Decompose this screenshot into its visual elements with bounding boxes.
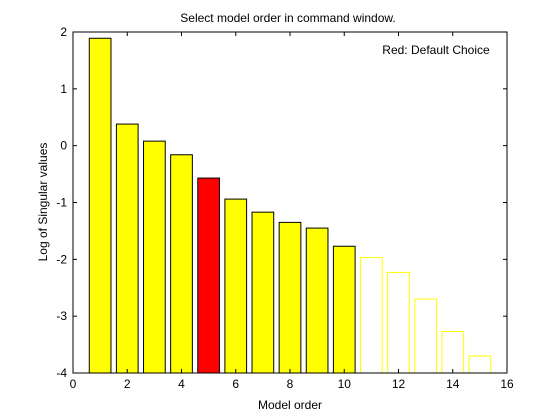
- x-tick-label: 4: [178, 377, 185, 391]
- bar-order-6: [224, 198, 248, 374]
- chart-title: Select model order in command window.: [180, 11, 395, 25]
- default-choice-annotation: Red: Default Choice: [382, 43, 490, 57]
- x-tick-label: 8: [287, 377, 294, 391]
- x-tick-label: 2: [124, 377, 131, 391]
- y-axis-label: Log of Singular values: [36, 143, 50, 262]
- x-tick-label: 12: [392, 377, 406, 391]
- y-tick-label: -4: [56, 366, 67, 380]
- bar-order-7: [251, 211, 275, 374]
- y-tick-label: -3: [56, 309, 67, 323]
- x-tick-label: 0: [70, 377, 77, 391]
- bars-group: [88, 37, 492, 374]
- bar-order-2: [115, 123, 139, 374]
- x-axis-label: Model order: [258, 398, 322, 412]
- y-tick-label: -2: [56, 252, 67, 266]
- y-tick-label: 0: [60, 139, 67, 153]
- bar-order-9: [305, 227, 329, 374]
- y-tick-label: 2: [60, 25, 67, 39]
- x-tick-label: 14: [446, 377, 460, 391]
- x-tick-label: 6: [232, 377, 239, 391]
- y-tick-label: 1: [60, 82, 67, 96]
- bar-order-1: [88, 37, 112, 374]
- bar-default-choice: [197, 177, 220, 374]
- y-tick-label: -1: [56, 196, 67, 210]
- bar-order-3: [143, 140, 166, 374]
- x-tick-label: 10: [338, 377, 352, 391]
- bar-order-8: [278, 221, 302, 374]
- axes-box: [72, 31, 508, 374]
- bar-order-10: [332, 245, 356, 374]
- bar-order-4: [170, 154, 193, 374]
- x-tick-label: 16: [500, 377, 514, 391]
